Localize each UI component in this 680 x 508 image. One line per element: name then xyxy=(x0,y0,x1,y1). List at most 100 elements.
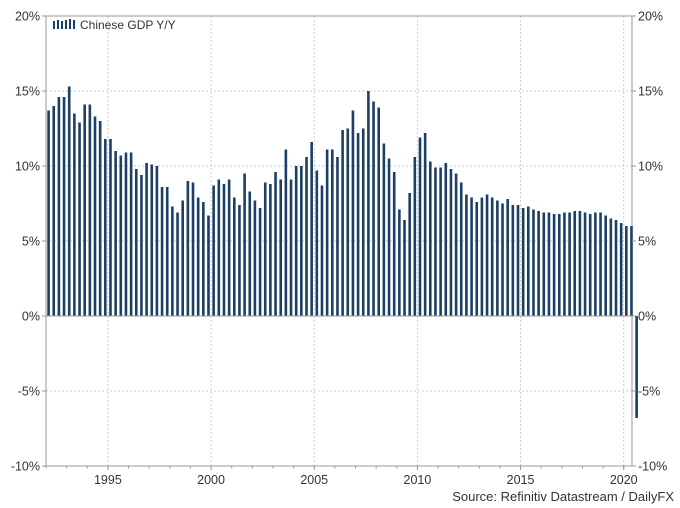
gdp-bar xyxy=(377,107,381,316)
gdp-bar xyxy=(372,101,375,316)
gdp-bar xyxy=(145,163,148,316)
gdp-bar xyxy=(490,197,494,316)
gdp-bar xyxy=(176,212,179,316)
legend-swatch-bar xyxy=(65,20,67,29)
x-tick-label: 2015 xyxy=(507,473,535,487)
gdp-bar xyxy=(109,139,112,316)
gdp-bar xyxy=(408,193,411,316)
gdp-bar xyxy=(269,184,272,316)
gdp-bar xyxy=(619,223,623,316)
legend-swatch-bar xyxy=(61,21,63,29)
x-tick-label: 2000 xyxy=(197,473,225,487)
gdp-bar xyxy=(413,157,417,316)
gdp-bar xyxy=(227,179,231,316)
gdp-bar xyxy=(207,215,210,316)
gdp-bar xyxy=(547,212,551,316)
gdp-bar xyxy=(73,113,76,316)
gdp-bar xyxy=(232,197,236,316)
gdp-bar xyxy=(330,149,334,316)
legend-swatch-bar xyxy=(73,20,75,29)
gdp-bar xyxy=(165,187,169,316)
x-tick-label: 2020 xyxy=(610,473,638,487)
gdp-bar xyxy=(423,133,427,316)
gdp-bar xyxy=(238,205,241,316)
gdp-bar xyxy=(635,316,638,418)
gdp-bar xyxy=(465,194,468,316)
gdp-bar xyxy=(171,206,174,316)
gdp-bar xyxy=(351,110,355,316)
gdp-bar xyxy=(459,182,463,316)
gdp-bar xyxy=(454,173,458,316)
gdp-bar xyxy=(160,187,164,316)
gdp-bar xyxy=(367,91,370,316)
y-tick-label-right: 10% xyxy=(638,160,663,174)
gdp-bar xyxy=(609,218,613,316)
gdp-bar xyxy=(98,121,102,316)
gdp-bar xyxy=(305,157,308,316)
gdp-bar xyxy=(196,197,200,316)
y-tick-label-left: 5% xyxy=(22,235,40,249)
gdp-bar xyxy=(387,158,391,316)
gdp-bar xyxy=(341,130,344,316)
gdp-bar xyxy=(521,208,525,316)
gdp-bar xyxy=(93,116,97,316)
gdp-bar xyxy=(361,128,365,316)
y-tick-label-right: 0% xyxy=(638,310,656,324)
gdp-bar xyxy=(382,143,386,316)
gdp-bar xyxy=(557,214,561,316)
gdp-bar xyxy=(583,212,587,316)
gdp-bar xyxy=(392,172,396,316)
gdp-bar xyxy=(588,214,592,316)
gdp-bar xyxy=(625,226,628,316)
gdp-bar xyxy=(444,163,448,316)
gdp-bar xyxy=(114,151,117,316)
gdp-bar xyxy=(104,139,107,316)
gdp-bar xyxy=(506,199,509,316)
gdp-bar xyxy=(134,169,138,316)
gdp-bar xyxy=(537,211,540,316)
gdp-bar xyxy=(186,181,190,316)
gdp-bar xyxy=(258,208,262,316)
gdp-bar xyxy=(274,172,277,316)
x-tick-label: 2010 xyxy=(404,473,432,487)
gdp-bar xyxy=(449,169,453,316)
gdp-bar xyxy=(57,97,61,316)
gdp-bar xyxy=(356,133,360,316)
gdp-bar xyxy=(181,200,184,316)
gdp-bar xyxy=(52,106,56,316)
legend: Chinese GDP Y/Y xyxy=(53,18,176,32)
gdp-bar xyxy=(222,184,226,316)
gdp-bar xyxy=(310,142,313,316)
gdp-bar xyxy=(289,179,293,316)
gdp-bar xyxy=(475,202,479,316)
gdp-bar xyxy=(403,220,406,316)
gdp-bar xyxy=(202,202,205,316)
gdp-bar xyxy=(501,203,504,316)
bar-series xyxy=(47,86,638,418)
y-axis-right: -10% -5% 0% 5% 10% 15% 20% xyxy=(632,10,667,474)
legend-swatch-bar xyxy=(53,21,55,29)
gdp-bar xyxy=(300,166,303,316)
gdp-bar xyxy=(604,215,607,316)
gdp-bar xyxy=(439,167,442,316)
gdp-bar xyxy=(191,182,195,316)
gdp-bar xyxy=(320,185,324,316)
y-tick-label-right: -10% xyxy=(638,460,667,474)
y-tick-label-left: 15% xyxy=(15,85,40,99)
gdp-bar xyxy=(129,152,133,316)
gdp-bar xyxy=(336,157,339,316)
gdp-bar xyxy=(140,175,143,316)
y-tick-label-right: 15% xyxy=(638,85,663,99)
gdp-bar xyxy=(527,206,530,316)
y-tick-label-left: -10% xyxy=(11,460,40,474)
gdp-bar xyxy=(398,209,401,316)
y-tick-label-right: -5% xyxy=(638,385,660,399)
gdp-bar xyxy=(578,211,582,316)
gdp-bar xyxy=(434,167,437,316)
gdp-bar xyxy=(212,185,215,316)
gdp-bar xyxy=(119,155,123,316)
gdp-bar xyxy=(532,209,535,316)
gdp-bar xyxy=(573,211,577,316)
gdp-bar xyxy=(243,173,246,316)
gdp-bar xyxy=(552,214,556,316)
